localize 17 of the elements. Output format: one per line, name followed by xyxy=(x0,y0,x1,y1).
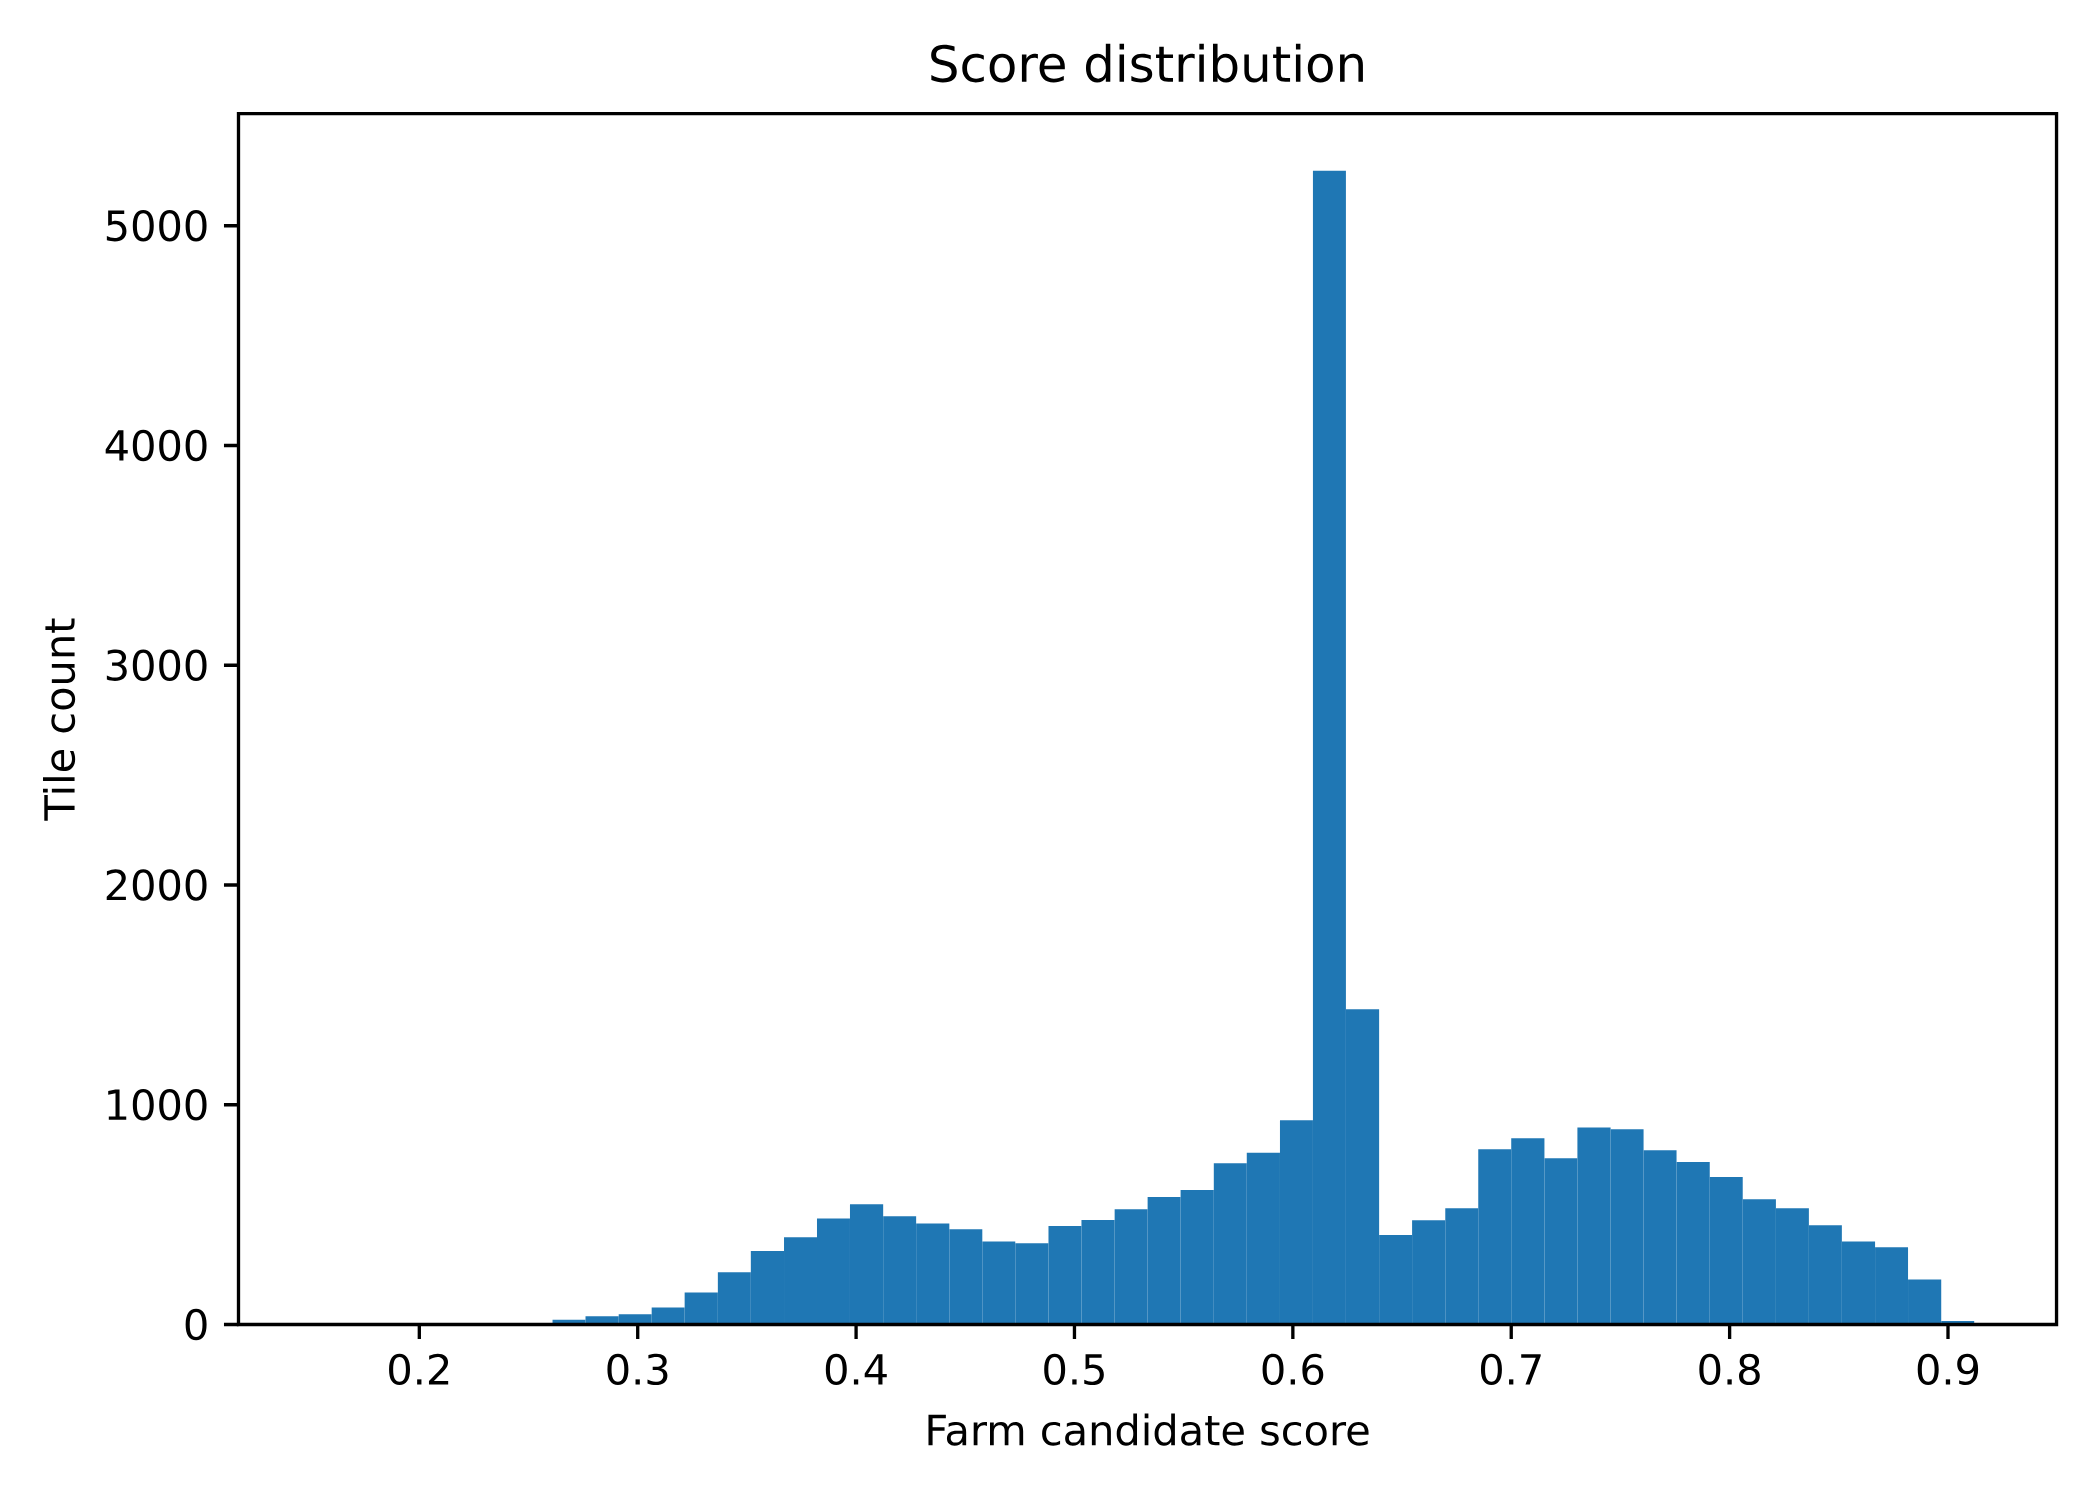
x-tick-label: 0.4 xyxy=(825,1353,887,1386)
x-tick-label: 0.8 xyxy=(1699,1353,1760,1386)
y-axis-title: Tile count xyxy=(43,618,76,821)
x-axis-title: Farm candidate score xyxy=(928,1413,1369,1446)
x-tick-label: 0.5 xyxy=(1044,1353,1104,1386)
y-tick-label: 5000 xyxy=(106,209,207,242)
y-tick-label: 2000 xyxy=(106,869,207,901)
chart-title: Score distribution xyxy=(931,43,1363,83)
y-tick-label: 0 xyxy=(185,1308,207,1341)
x-tick-label: 0.7 xyxy=(1480,1353,1541,1386)
x-tick-label: 0.6 xyxy=(1262,1353,1324,1386)
y-tick-label: 4000 xyxy=(105,429,207,462)
x-tick-label: 0.9 xyxy=(1917,1353,1979,1386)
x-tick-label: 0.3 xyxy=(607,1353,668,1386)
x-tick-label: 0.2 xyxy=(389,1353,449,1386)
y-tick-label: 3000 xyxy=(106,649,207,681)
y-tick-label: 1000 xyxy=(108,1088,207,1121)
